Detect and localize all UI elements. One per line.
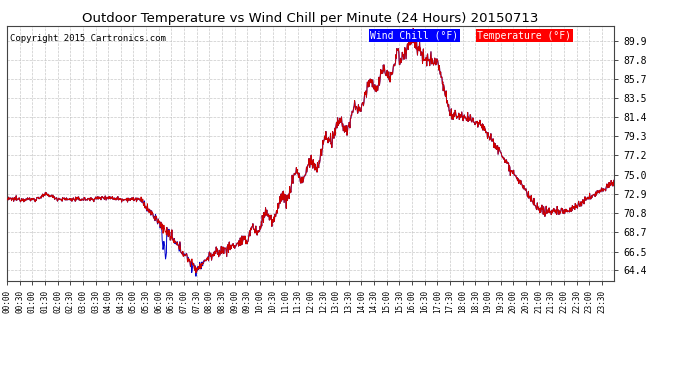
Text: Temperature (°F): Temperature (°F) [477, 31, 571, 40]
Text: Wind Chill (°F): Wind Chill (°F) [370, 31, 458, 40]
Text: Copyright 2015 Cartronics.com: Copyright 2015 Cartronics.com [10, 34, 166, 43]
Title: Outdoor Temperature vs Wind Chill per Minute (24 Hours) 20150713: Outdoor Temperature vs Wind Chill per Mi… [82, 12, 539, 25]
